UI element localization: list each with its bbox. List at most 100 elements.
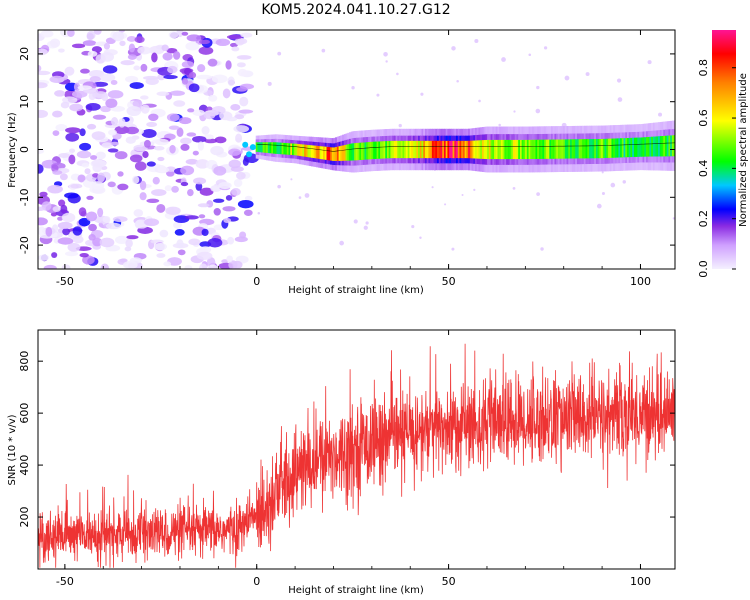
noise-blob [51,252,58,258]
noise-blob [76,150,92,159]
noise-blob [218,181,232,190]
colorbar-tick-label: 0.6 [697,109,710,127]
noise-blob [47,184,63,194]
noise-blob [237,68,248,77]
band-cell [564,139,568,159]
noise-blob [213,208,221,216]
noise-speck [267,81,272,86]
noise-blob [236,87,248,92]
band-cell [525,139,529,160]
noise-blob [79,252,89,258]
band-cell [454,140,458,159]
noise-blob [52,110,63,118]
band-cell [352,143,356,161]
band-cell [473,140,477,159]
band-cell [576,139,580,159]
noise-speck [431,186,434,189]
noise-blob [237,199,254,209]
noise-speck [461,193,464,196]
band-cell [566,139,570,159]
band-cell [459,140,463,159]
band-cell [461,140,465,159]
noise-blob [230,104,241,111]
noise-blob [38,109,49,118]
band-cell [321,146,325,160]
band-cell [632,137,636,157]
noise-blob [88,233,96,241]
band-cell [468,140,472,159]
noise-blob [244,195,253,201]
band-cell [416,140,420,159]
band-cell [551,139,554,159]
noise-speck [528,53,532,57]
band-edge [256,142,675,152]
band-cell [435,140,439,159]
noise-blob [126,106,142,117]
band-cell [502,139,506,160]
noise-blob [107,181,116,188]
band-cell [563,139,567,159]
noise-blob [197,203,210,208]
band-cell [644,137,648,157]
colorbar: 0.0 0.2 0.4 0.6 0.8 Normalized spectral ampl… [697,30,749,278]
band-cell [288,143,292,155]
noise-blob [187,188,194,197]
noise-speck [513,110,516,113]
band-cell [607,138,611,158]
noise-blob [181,31,189,36]
noise-blob [60,204,68,214]
noise-blob [64,192,79,199]
noise-blob [193,177,207,185]
noise-blob [92,114,107,120]
noise-blob [79,128,86,137]
noise-blob [102,216,111,223]
noise-blob [102,65,118,74]
noise-blob [211,105,226,115]
noise-blob [188,83,200,93]
snr-series-line [38,343,675,568]
snr-xtick-label: 0 [253,575,260,588]
noise-blob [173,100,186,107]
band-cell [597,139,601,159]
band-cell [314,145,318,159]
noise-blob [151,52,158,63]
noise-blob [208,94,218,102]
noise-blob [105,37,116,45]
noise-blob [228,148,241,156]
band-cell [309,145,313,158]
noise-blob [226,255,233,263]
noise-blob [239,96,249,107]
band-cell [604,138,608,158]
band-cell [535,139,539,159]
band-cell [476,140,480,159]
noise-speck [444,203,447,206]
band-cell [335,146,339,161]
band-cell [511,139,515,160]
band-cell [478,140,482,159]
band-cell [668,135,672,157]
band-cell [587,139,591,159]
noise-speck [543,46,548,50]
noise-blob [186,34,202,42]
noise-blob [59,173,68,181]
band-cell [316,145,320,159]
band-cell [411,140,415,159]
band-cell [437,140,440,159]
noise-speck [501,57,506,62]
band-cell [286,143,290,155]
noise-blob [137,46,152,55]
band-cell [504,139,508,160]
band-cell [347,144,351,161]
band-start-blob [246,151,253,158]
noise-blob [81,162,90,168]
spectrogram-y-ticks: -20 -10 0 10 20 [18,47,675,254]
noise-blob [86,32,94,41]
band-cell [542,139,546,159]
noise-blob [210,145,224,156]
band-cell [545,139,549,159]
band-cell [338,146,342,161]
band-cell [376,141,380,159]
band-cell [462,140,466,159]
noise-speck [540,247,544,251]
